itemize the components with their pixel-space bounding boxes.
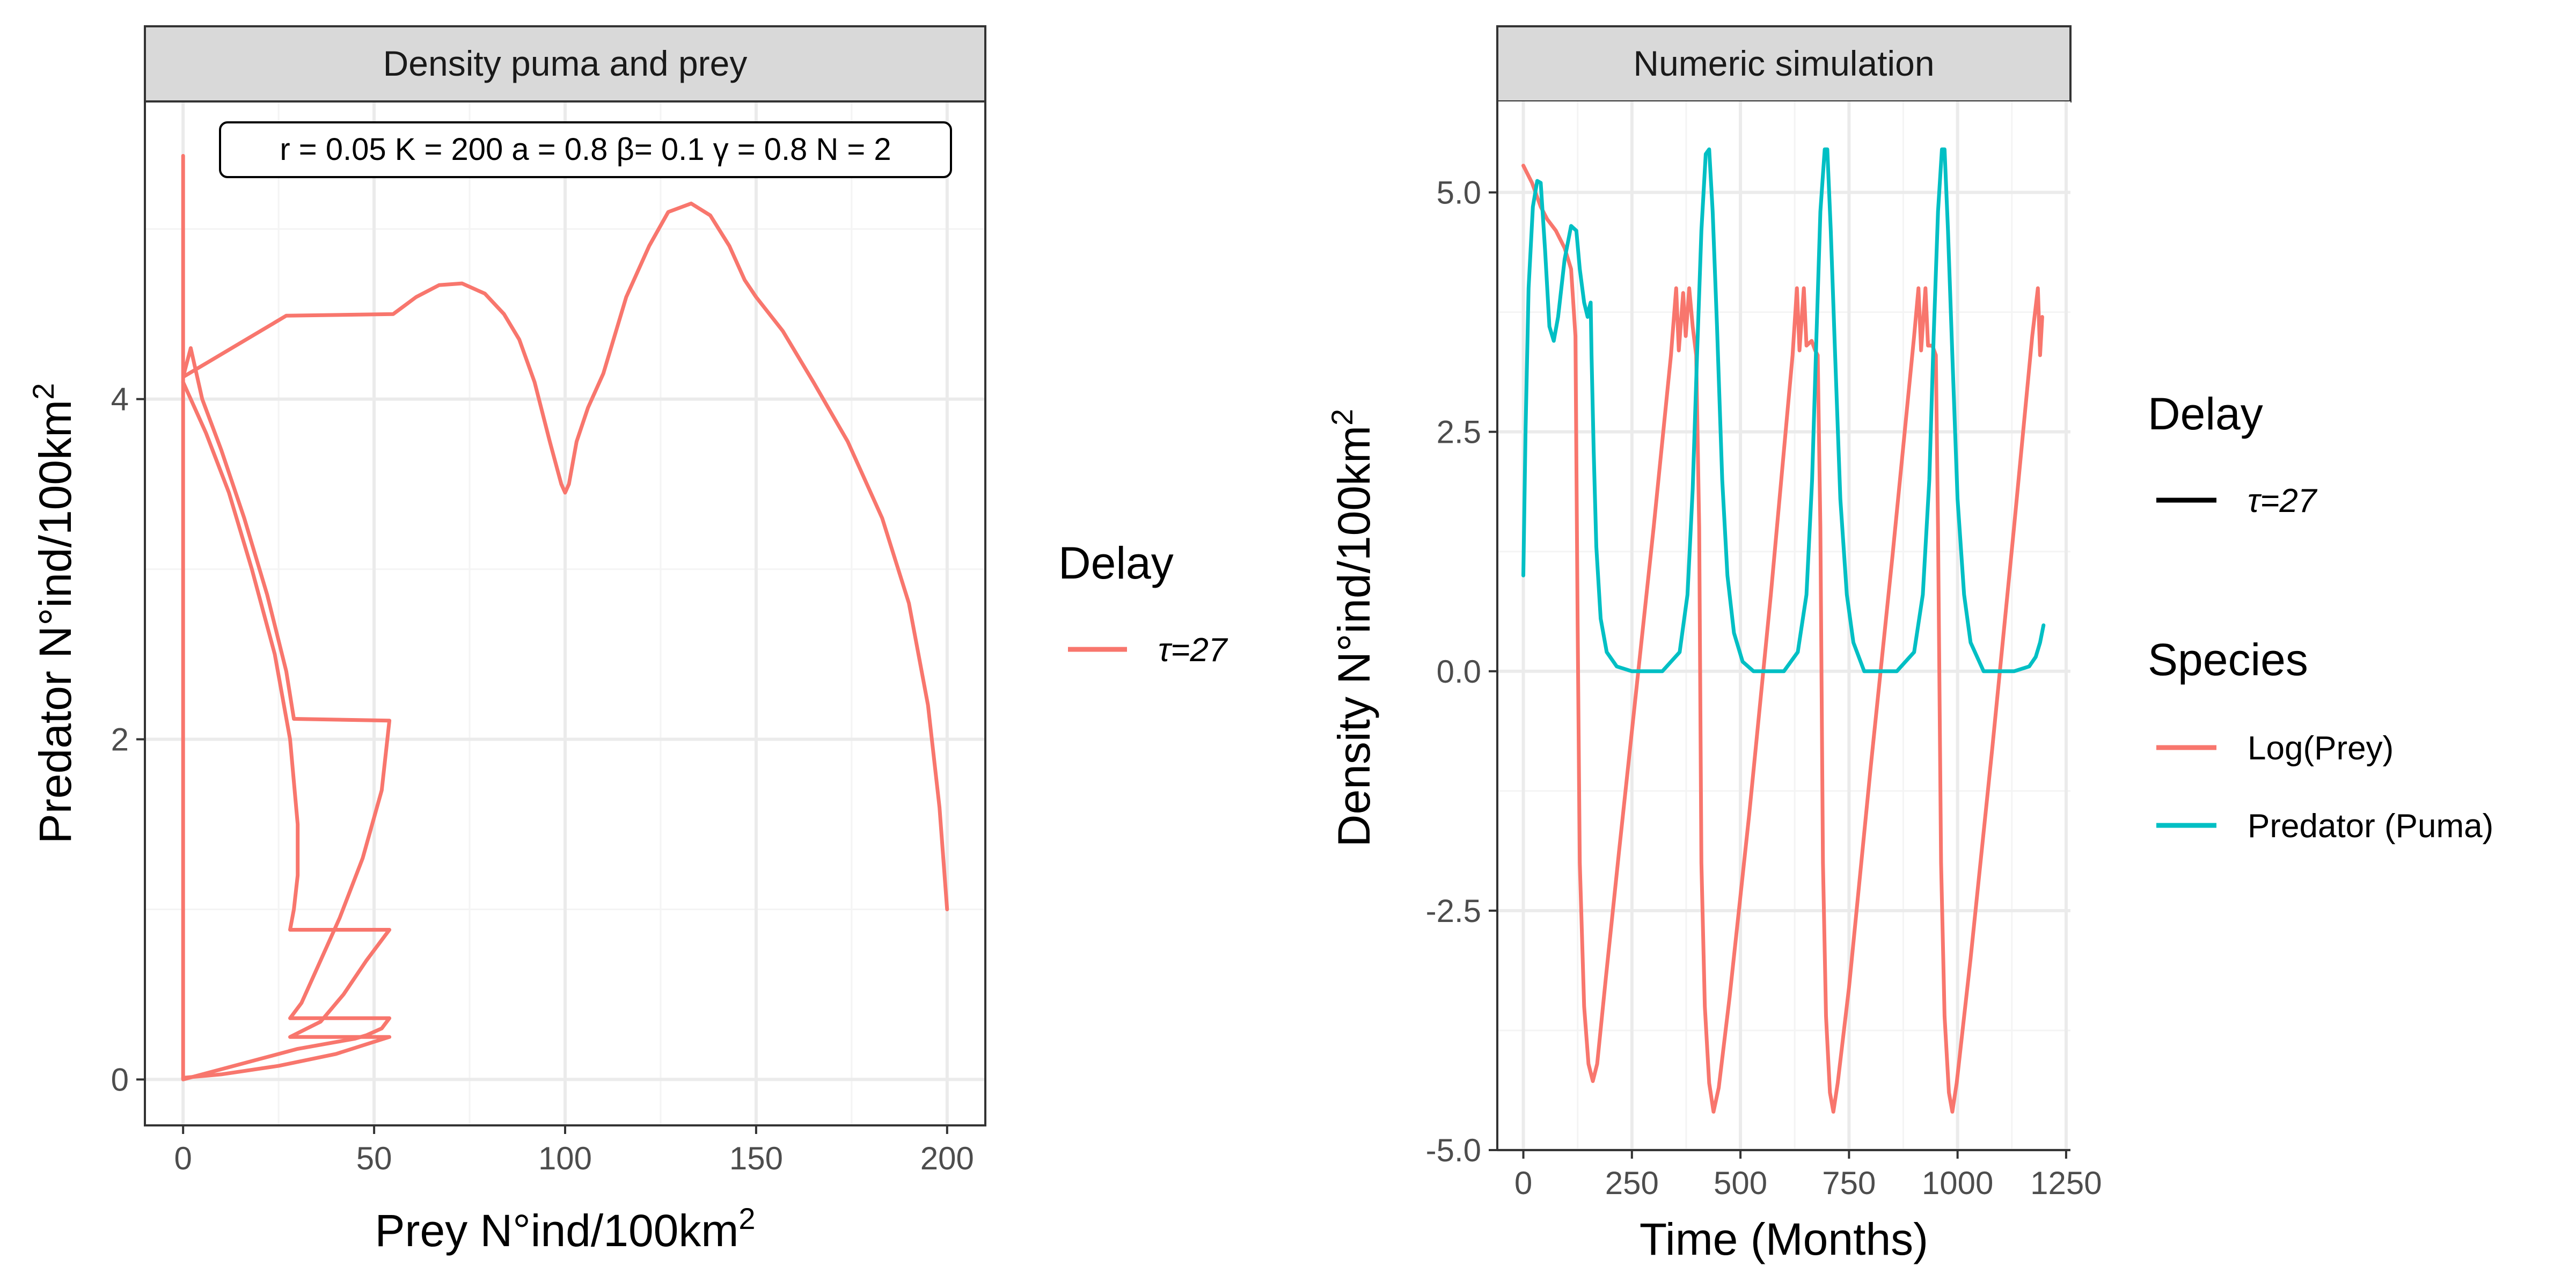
right-series-line-1	[1521, 147, 2046, 674]
right-legend: Delay τ=27 Species Log(Prey) Predator (P…	[2148, 389, 2493, 845]
right-legend-label-tau27: τ=27	[2248, 482, 2318, 519]
left-y-tick-label: 4	[111, 382, 129, 418]
left-gridlines	[145, 101, 985, 1125]
right-y-axis-title: Density N°ind/100km2	[1325, 409, 1379, 847]
right-strip-title: Numeric simulation	[1633, 43, 1934, 83]
right-y-tick-label: 5.0	[1437, 175, 1481, 211]
left-x-tick-label: 50	[356, 1140, 392, 1176]
right-legend-species-title: Species	[2148, 634, 2308, 685]
right-x-tick-label: 0	[1514, 1165, 1532, 1201]
right-y-tick-label: 0.0	[1437, 654, 1481, 690]
right-y-ticks: -5.0 -2.5 0.0 2.5 5.0	[1426, 175, 1497, 1168]
right-x-ticks: 0 250 500 750 1000 1250	[1514, 1150, 2102, 1201]
right-x-axis-title: Time (Months)	[1640, 1214, 1928, 1264]
right-legend-delay-title: Delay	[2148, 389, 2263, 439]
left-panel: Density puma and prey r = 0.05 K = 200 a…	[26, 25, 1228, 1256]
left-legend: Delay τ=27	[1058, 538, 1228, 669]
left-x-tick-label: 100	[538, 1140, 592, 1176]
right-y-tick-label: -2.5	[1426, 893, 1481, 929]
left-y-axis-title-sup: 2	[26, 383, 60, 400]
right-series-line-0	[1521, 164, 2044, 1114]
left-legend-title: Delay	[1058, 538, 1174, 588]
right-legend-label-log-prey: Log(Prey)	[2248, 730, 2394, 767]
left-y-axis-title: Predator N°ind/100km2	[26, 383, 80, 844]
right-x-tick-label: 500	[1714, 1165, 1767, 1201]
left-y-ticks: 0 2 4	[111, 382, 145, 1097]
right-strip	[1496, 25, 2072, 103]
left-x-axis-title-text: Prey N°ind/100km	[375, 1205, 738, 1256]
right-panel: Numeric simulation 0 250 500 750 1000 1250 -5…	[1325, 25, 2493, 1264]
parameter-annotation-box	[219, 121, 952, 178]
left-x-tick-label: 150	[729, 1140, 783, 1176]
left-x-axis-title: Prey N°ind/100km2	[375, 1202, 755, 1256]
right-y-tick-label: -5.0	[1426, 1132, 1481, 1168]
right-x-tick-label: 250	[1605, 1165, 1659, 1201]
left-y-tick-label: 0	[111, 1062, 129, 1097]
right-x-tick-label: 750	[1822, 1165, 1876, 1201]
left-series-line-1	[181, 380, 392, 1080]
left-legend-label-tau27: τ=27	[1158, 632, 1228, 669]
left-x-axis-title-sup: 2	[738, 1202, 755, 1235]
left-series-line-0	[181, 153, 949, 1081]
left-x-tick-label: 200	[920, 1140, 974, 1176]
left-y-tick-label: 2	[111, 722, 129, 758]
left-series	[181, 153, 949, 1081]
right-y-tick-label: 2.5	[1437, 414, 1481, 450]
left-x-ticks: 0 50 100 150 200	[174, 1125, 974, 1176]
right-series	[1521, 147, 2046, 1114]
right-y-axis-title-sup: 2	[1325, 409, 1359, 426]
parameter-annotation: r = 0.05 K = 200 a = 0.8 β= 0.1 γ = 0.8 …	[280, 132, 891, 167]
left-y-axis-title-text: Predator N°ind/100km	[30, 400, 80, 844]
right-x-tick-label: 1000	[1922, 1165, 1993, 1201]
left-strip-title: Density puma and prey	[383, 43, 748, 83]
right-x-tick-label: 1250	[2030, 1165, 2102, 1201]
left-x-tick-label: 0	[174, 1140, 192, 1176]
right-y-axis-title-text: Density N°ind/100km	[1329, 426, 1379, 847]
left-strip	[144, 25, 986, 103]
right-plot-area	[1497, 101, 2070, 1150]
right-legend-label-predator: Predator (Puma)	[2248, 808, 2493, 845]
